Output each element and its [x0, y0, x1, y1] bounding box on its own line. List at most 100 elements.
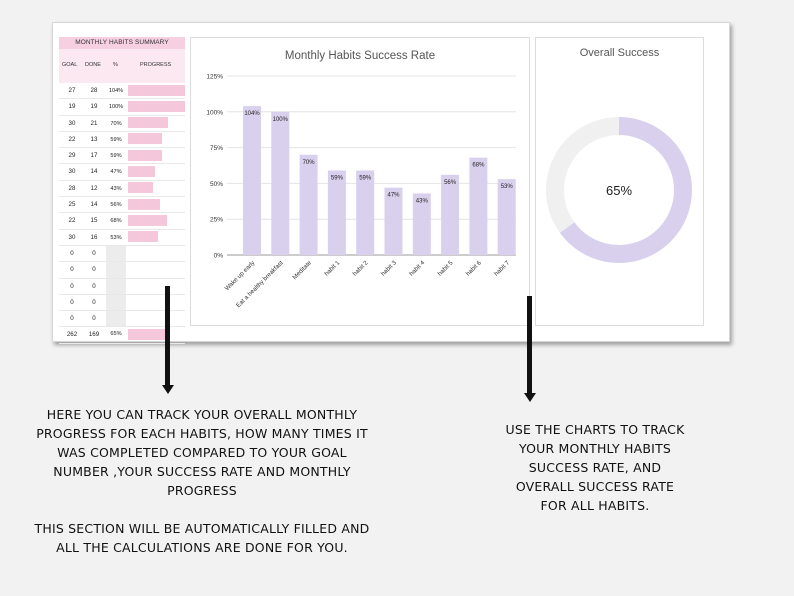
percent-cell: 70%	[110, 120, 122, 127]
x-tick-label: Meditate	[291, 259, 313, 281]
x-tick-label: habit 4	[408, 259, 426, 277]
done-cell: 28	[90, 87, 98, 94]
goal-cell: 29	[68, 152, 76, 160]
done-cell: 0	[92, 249, 96, 257]
goal-cell: 28	[68, 184, 76, 192]
bar	[271, 111, 290, 255]
y-tick-label: 25%	[210, 217, 223, 224]
bar-data-label: 43%	[416, 198, 429, 204]
right-caption: USE THE CHARTS TO TRACK YOUR MONTHLY HABI…	[470, 420, 720, 515]
column-percent: %	[113, 62, 118, 68]
summary-rows: 27 28 104% 19 19 100% 30 21 70% 22 13 59% 29 17 59% 30 1…	[59, 83, 185, 344]
left-arrow-head	[161, 385, 174, 394]
percent-cell: 68%	[110, 218, 122, 225]
percent-cell: 104%	[108, 88, 124, 94]
done-cell: 12	[90, 184, 98, 192]
caption-line: PROGRESS	[167, 483, 237, 498]
progress-bar	[128, 165, 155, 177]
x-tick-label: habit 5	[436, 259, 454, 277]
x-tick-label: habit 6	[465, 259, 483, 277]
y-tick-label: 100%	[206, 109, 223, 116]
summary-row: 30 14 47%	[59, 164, 185, 181]
x-tick-label: habit 3	[380, 259, 398, 277]
goal-cell: 0	[70, 282, 74, 290]
done-cell: 0	[92, 266, 96, 274]
y-tick-label: 125%	[206, 74, 223, 81]
goal-cell: 27	[68, 87, 76, 94]
left-caption: HERE YOU CAN TRACK YOUR OVERALL MONTHLY P…	[22, 405, 382, 557]
caption-line: WAS COMPLETED COMPARED TO YOUR GOAL	[57, 445, 347, 460]
bar-data-label: 53%	[501, 184, 514, 190]
summary-row: 22 13 59%	[59, 132, 185, 149]
caption-line: PROGRESS FOR EACH HABITS, HOW MANY TIMES…	[36, 426, 368, 441]
progress-cell	[128, 148, 185, 162]
caption-line	[22, 500, 382, 519]
progress-bar	[128, 214, 167, 226]
empty-percent-cell	[106, 262, 126, 278]
caption-line: OVERALL SUCCESS RATE	[515, 479, 675, 494]
summary-row: 25 14 56%	[59, 197, 185, 214]
donut-chart: 65%	[546, 117, 692, 263]
percent-cell: 100%	[108, 104, 124, 111]
success-rate-chart-panel: Monthly Habits Success Rate 0% 25% 50% 75% 1…	[190, 37, 530, 326]
right-arrow-head	[523, 393, 536, 402]
caption-line: YOUR MONTHLY HABITS	[518, 441, 672, 456]
goal-cell: 22	[68, 217, 76, 225]
done-cell: 15	[90, 217, 98, 225]
percent-cell: 59%	[110, 136, 122, 143]
caption-line: FOR ALL HABITS.	[540, 498, 650, 513]
goal-cell: 0	[70, 315, 74, 323]
progress-cell	[128, 311, 185, 325]
column-done: DONE	[85, 62, 101, 68]
donut-slice-remaining	[546, 117, 692, 263]
bar	[469, 157, 488, 255]
goal-cell: 22	[68, 135, 76, 143]
progress-cell	[128, 246, 185, 260]
right-arrow-shaft	[527, 296, 532, 394]
x-tick-label: habit 7	[493, 259, 511, 277]
progress-cell	[128, 132, 185, 146]
monthly-habits-summary: MONTHLY HABITS SUMMARY GOAL DONE % PROGR…	[59, 37, 185, 344]
percent-cell: 59%	[110, 153, 122, 160]
y-tick-label: 75%	[210, 145, 223, 152]
progress-bar	[128, 117, 168, 129]
bar-data-label: 100%	[273, 117, 289, 123]
x-tick-label: habit 1	[323, 259, 341, 277]
empty-percent-cell	[106, 311, 126, 327]
bar-data-label: 104%	[244, 111, 260, 117]
bar	[299, 154, 318, 255]
progress-cell	[128, 295, 185, 309]
summary-row: 28 12 43%	[59, 181, 185, 198]
done-cell: 14	[90, 168, 98, 176]
y-tick-label: 50%	[210, 181, 223, 188]
bar	[243, 106, 261, 256]
progress-bar	[128, 231, 159, 243]
bar	[412, 193, 431, 255]
progress-cell	[128, 116, 185, 130]
summary-row: 22 15 68%	[59, 213, 185, 230]
progress-bar	[128, 328, 166, 340]
goal-cell: 262	[66, 331, 78, 339]
caption-line: HERE YOU CAN TRACK YOUR OVERALL MONTHLY	[46, 407, 358, 422]
bar	[497, 179, 516, 255]
left-arrow-shaft	[165, 286, 170, 386]
goal-cell: 30	[68, 168, 76, 176]
bar	[356, 170, 375, 255]
caption-line: USE THE CHARTS TO TRACK	[505, 422, 685, 437]
summary-row: 29 17 59%	[59, 148, 185, 165]
caption-line: SUCCESS RATE, AND	[528, 460, 662, 475]
bar-data-label: 59%	[359, 176, 372, 182]
y-tick-label: 0%	[214, 253, 224, 260]
goal-cell: 19	[68, 103, 76, 111]
done-cell: 17	[90, 152, 98, 160]
summary-row: 19 19 100%	[59, 99, 185, 116]
summary-total-row: 262 169 65%	[59, 327, 185, 344]
progress-cell	[128, 213, 185, 227]
x-tick-label: habit 2	[352, 259, 370, 277]
progress-cell	[128, 262, 185, 276]
progress-cell	[128, 197, 185, 211]
bar	[441, 174, 460, 255]
progress-cell	[128, 279, 185, 293]
percent-cell: 43%	[110, 185, 122, 192]
